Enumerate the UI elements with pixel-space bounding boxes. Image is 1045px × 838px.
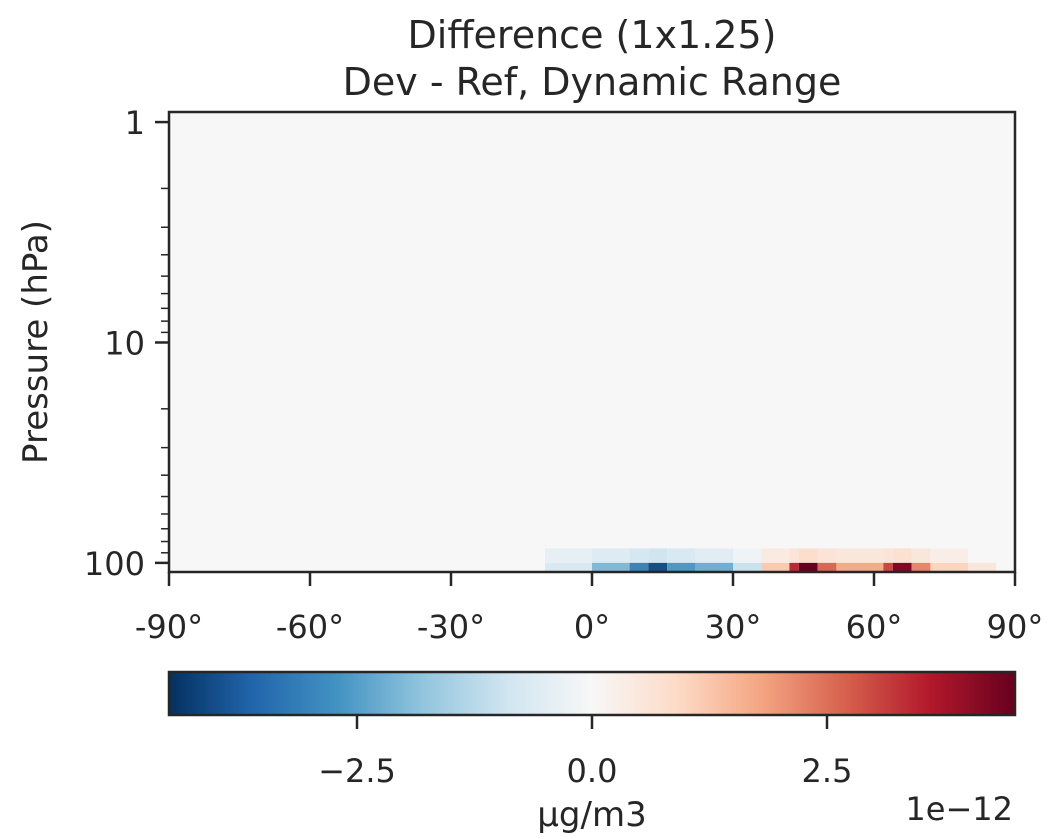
heatmap-cell: [911, 562, 931, 572]
plot-area: [167, 110, 1017, 574]
colorbar-multiplier: 1e−12: [905, 790, 1013, 828]
chart-title-line1: Difference (1x1.25): [408, 13, 777, 57]
heatmap-cell: [667, 548, 696, 563]
y-axis: 1 10 100: [84, 104, 169, 583]
heatmap-cell: [761, 548, 790, 563]
x-tick-label: 0°: [574, 608, 610, 646]
heatmap-cell: [592, 562, 630, 572]
heatmap-cell: [911, 548, 931, 563]
colorbar-gradient: [169, 672, 1015, 715]
y-minor-ticks: [161, 187, 169, 554]
colorbar-label: µg/m3: [537, 795, 646, 835]
x-axis: -90° -60° -30° 0° 30° 60° 90°: [135, 572, 1043, 646]
heatmap-cell: [968, 562, 997, 572]
heatmap-cell: [798, 548, 818, 563]
heatmap-cell: [892, 562, 912, 572]
heatmap-cell: [695, 548, 733, 563]
heatmap-cell: [883, 548, 893, 563]
y-tick-label: 100: [84, 545, 145, 583]
heatmap-cell: [789, 562, 799, 572]
heatmap-cell: [629, 562, 649, 572]
chart-title-line2: Dev - Ref, Dynamic Range: [343, 60, 842, 104]
plot-background: [169, 112, 1015, 572]
heatmap-cells: [545, 548, 997, 572]
heatmap-cell: [545, 548, 592, 563]
heatmap-cell: [545, 562, 592, 572]
y-axis-label: Pressure (hPa): [16, 220, 56, 464]
x-tick-label: 30°: [705, 608, 762, 646]
heatmap-cell: [817, 548, 837, 563]
heatmap-cell: [648, 548, 668, 563]
colorbar-tick-label: 0.0: [567, 752, 618, 790]
x-tick-label: -60°: [276, 608, 344, 646]
heatmap-cell: [733, 548, 762, 563]
heatmap-cell: [836, 548, 884, 563]
x-tick-label: -30°: [417, 608, 485, 646]
colorbar: −2.5 0.0 2.5 µg/m3 1e−12: [167, 670, 1017, 835]
heatmap-cell: [629, 548, 649, 563]
heatmap-cell: [883, 562, 893, 572]
heatmap-cell: [761, 562, 790, 572]
heatmap-cell: [789, 548, 799, 563]
colorbar-ticks: −2.5 0.0 2.5: [318, 715, 852, 790]
y-tick-label: 1: [125, 104, 145, 142]
heatmap-cell: [798, 562, 818, 572]
colorbar-tick-label: 2.5: [802, 752, 853, 790]
heatmap-cell: [667, 562, 696, 572]
heatmap-cell: [733, 562, 762, 572]
heatmap-cell: [695, 562, 733, 572]
heatmap-cell: [592, 548, 630, 563]
heatmap-cell: [648, 562, 668, 572]
x-tick-label: 60°: [846, 608, 903, 646]
heatmap-cell: [930, 548, 968, 563]
heatmap-cell: [817, 562, 837, 572]
x-tick-label: 90°: [987, 608, 1044, 646]
colorbar-tick-label: −2.5: [318, 752, 396, 790]
x-tick-label: -90°: [135, 608, 203, 646]
heatmap-cell: [836, 562, 884, 572]
y-tick-label: 10: [104, 324, 145, 362]
heatmap-cell: [892, 548, 912, 563]
heatmap-cell: [930, 562, 968, 572]
